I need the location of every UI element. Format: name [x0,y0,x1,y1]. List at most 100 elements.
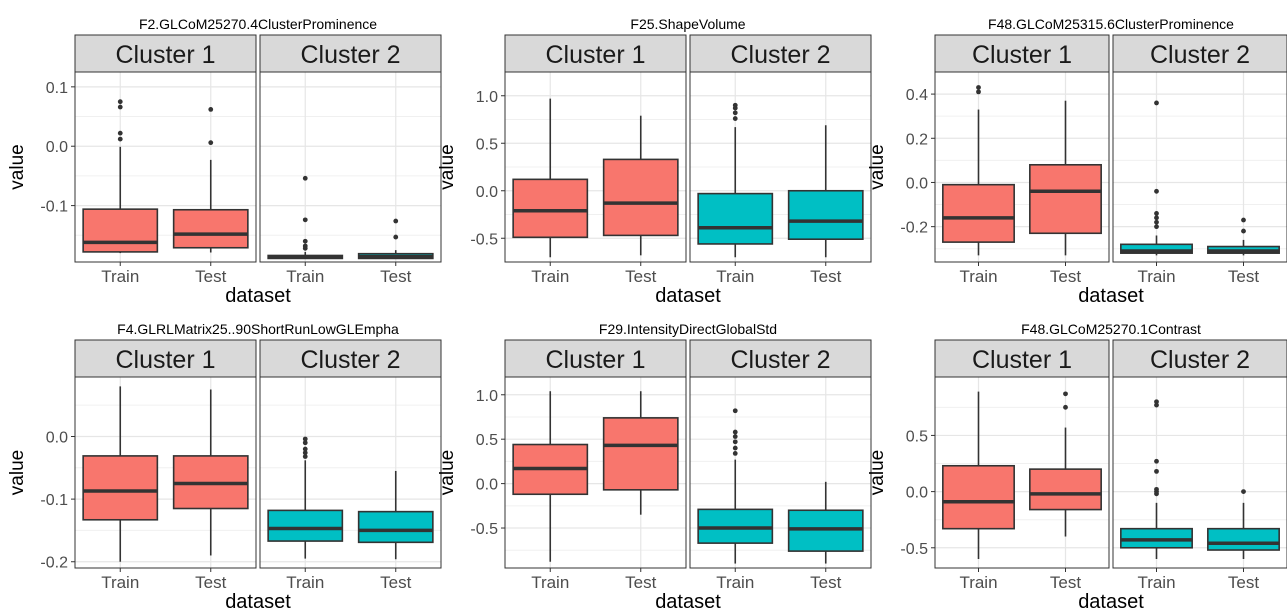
y-axis-label: value [867,144,888,189]
outlier-point [1154,215,1159,221]
x-tick-label: Train [716,267,754,286]
outlier-point [1154,491,1159,497]
boxplot-test [1029,100,1102,256]
facet-2: Cluster 2 Train Test [1112,34,1287,286]
box [942,183,1015,243]
facet-2: Cluster 2 Train Test [259,34,442,286]
y-axis-label: value [437,450,458,495]
x-tick-label: Train [1137,267,1175,286]
facet-strip-label: Cluster 2 [730,346,830,374]
y-tick-label: 0.5 [476,136,498,153]
facet-border [1112,376,1287,569]
chart-title: F4.GLRLMatrix25..90ShortRunLowGLEmpha [117,321,399,337]
boxplot-test [602,115,679,256]
boxplot-test [172,389,249,556]
outlier-point [302,440,308,446]
box [602,417,679,491]
x-axis-label: dataset [1078,591,1144,613]
y-tick-label: 0.4 [906,87,928,104]
outlier-point [976,89,981,95]
boxplot-train [942,85,1015,256]
facet-strip [504,339,687,378]
x-tick-label: Train [101,573,139,592]
box [357,510,434,544]
x-tick-label: Train [101,267,139,286]
facet-strip-label: Cluster 2 [300,41,400,69]
outlier-point [302,446,308,452]
facet-strip [689,34,872,73]
outlier-point [732,434,738,439]
x-tick-label: Test [1050,573,1081,592]
y-tick-label: -0.5 [900,541,928,558]
outlier-point [208,107,214,112]
boxplot-train [267,175,344,260]
boxplot-train [697,102,774,258]
box [82,455,159,521]
facet-border [259,376,442,569]
x-tick-label: Train [1137,573,1175,592]
outlier-point [1154,219,1159,225]
outlier-point [732,110,738,116]
chart-title: F29.IntensityDirectGlobalStd [599,321,777,337]
facet-border [689,376,872,569]
x-tick-label: Test [380,573,411,592]
outlier-point [1241,228,1246,234]
x-tick-label: Test [810,267,841,286]
outlier-point [732,408,738,414]
facet-1: Cluster 1 Train Test [934,34,1110,286]
facet-border [1112,71,1287,263]
facet-strip [74,339,257,378]
facet-2: Cluster 2 Train Test [1112,339,1287,592]
box [1029,468,1102,511]
boxplot-test [787,125,864,258]
outlier-point [732,439,738,445]
facet-strip [74,34,257,73]
x-tick-label: Test [195,573,226,592]
outlier-point [1063,404,1068,410]
y-tick-label: 0.5 [476,432,498,449]
box [1029,163,1102,235]
chart-panel: F2.GLCoM25270.4ClusterProminence value 0.1… [7,16,442,307]
facet-strip [689,339,872,378]
chart-panel: F48.GLCoM25315.6ClusterProminence value 0.… [867,16,1287,307]
outlier-point [393,218,399,224]
outlier-point [117,99,123,105]
y-tick-label: 0.0 [476,184,498,201]
outlier-point [1154,100,1159,106]
boxplot-train [267,436,344,559]
facet-1: Cluster 1 Train Test [934,339,1110,592]
x-tick-label: Train [959,573,997,592]
box [1207,527,1280,551]
facet-border [934,71,1110,263]
outlier-point [732,451,738,456]
outlier-point [302,245,308,251]
chart-title: F25.ShapeVolume [630,16,745,32]
facet-border [259,71,442,263]
x-axis-label: dataset [655,285,721,307]
boxplot-train [1120,399,1193,560]
x-tick-label: Train [286,267,324,286]
x-tick-label: Test [1050,267,1081,286]
outlier-point [1154,458,1159,464]
facet-strip-label: Cluster 1 [972,41,1072,69]
x-axis-label: dataset [655,591,721,613]
outlier-point [117,104,123,110]
x-tick-label: Test [195,267,226,286]
y-tick-label: 0.0 [46,139,68,156]
box [787,509,864,552]
facet-strip [259,339,442,378]
chart-title: F48.GLCoM25270.1Contrast [1021,321,1201,337]
outlier-point [732,429,738,435]
x-axis-label: dataset [1078,285,1144,307]
facet-2: Cluster 2 Train Test [689,34,872,286]
x-tick-label: Test [380,267,411,286]
facet-border [689,71,872,263]
y-tick-label: 0.5 [906,428,928,445]
outlier-point [117,130,123,136]
outlier-point [732,116,738,121]
x-tick-label: Test [1228,573,1259,592]
y-tick-label: -0.5 [470,231,498,248]
chart-title: F48.GLCoM25315.6ClusterProminence [988,16,1234,32]
outlier-point [1154,224,1159,230]
x-tick-label: Train [716,573,754,592]
